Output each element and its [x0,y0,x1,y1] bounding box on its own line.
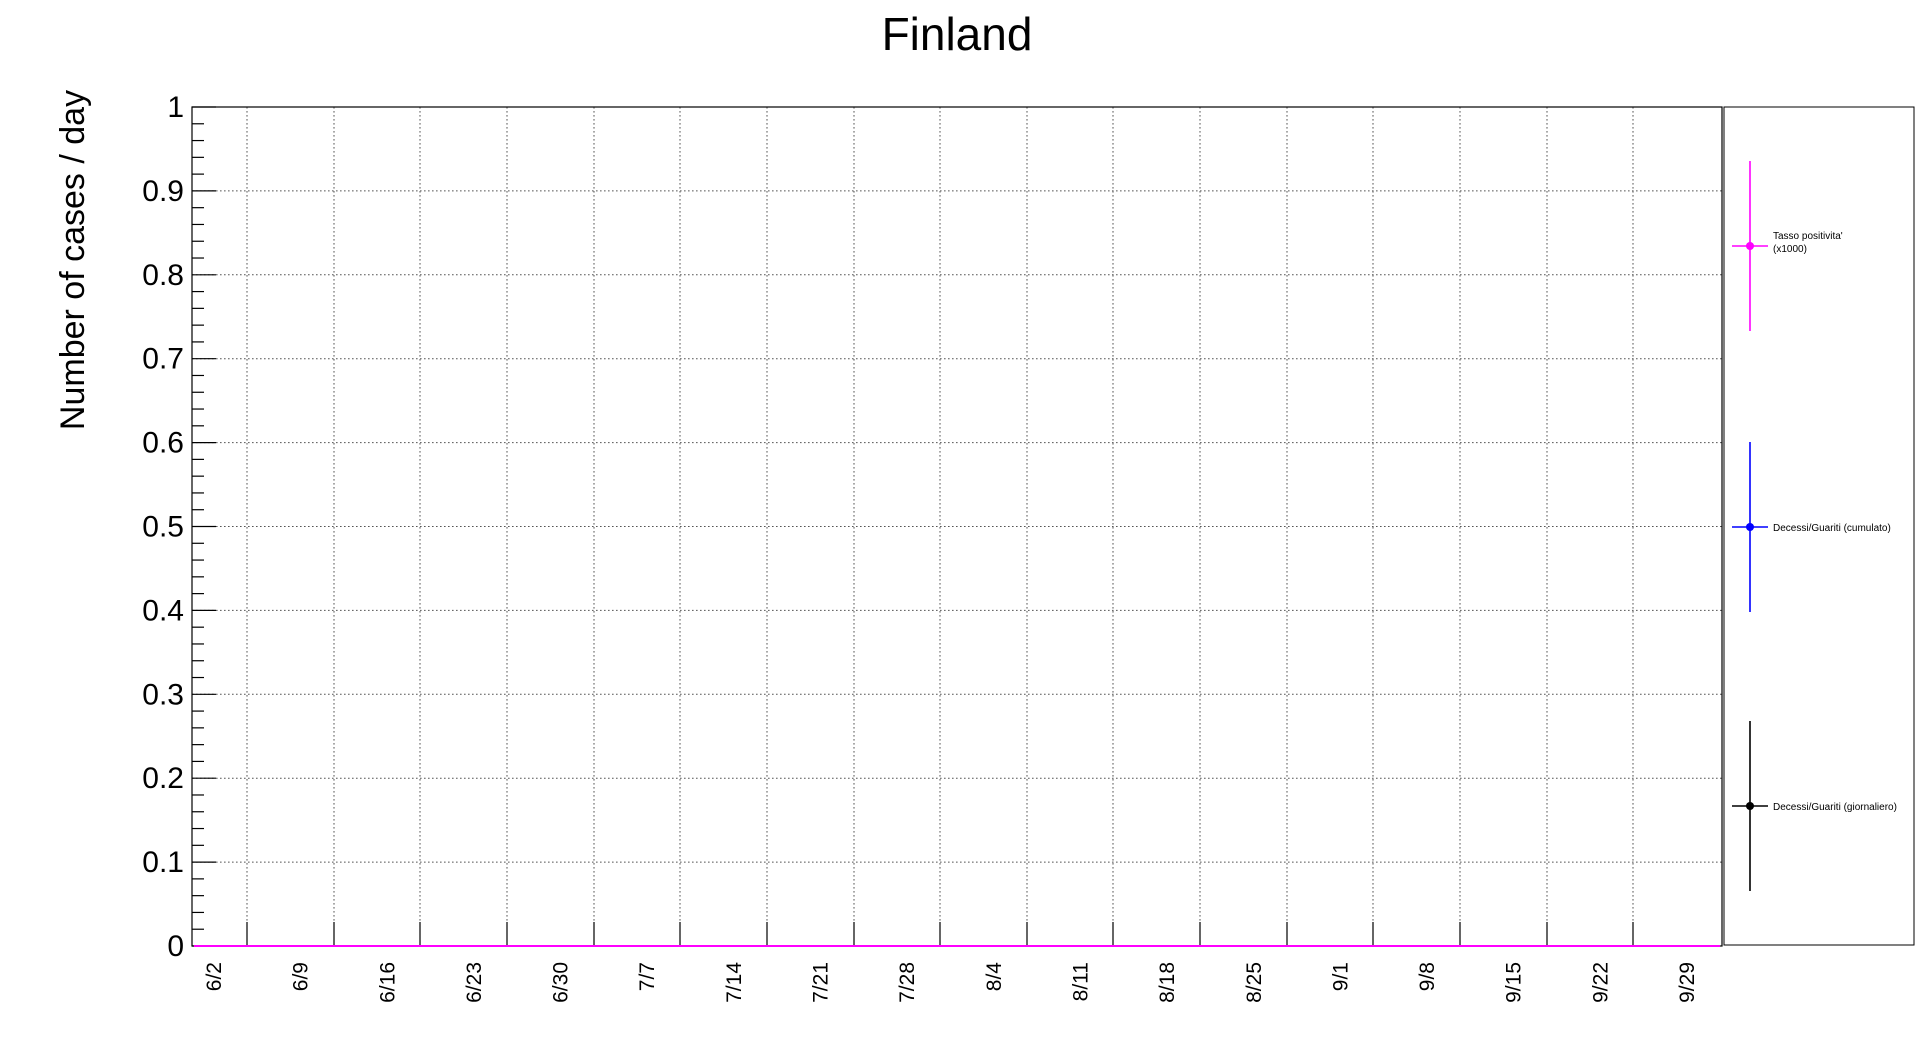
x-tick-label: 9/8 [1416,962,1439,991]
legend-entry: Decessi/Guariti (cumulato) [1732,442,1891,612]
legend-entry: Tasso positivita' (x1000) [1732,161,1843,331]
x-tick-label: 7/14 [723,962,746,1003]
x-tick-label: 9/29 [1676,962,1699,1003]
x-tick-label: 7/7 [636,962,659,991]
x-axis-ticks: 6/2 6/9 6/16 6/23 6/30 7/7 7/14 7/21 7/28 8/4 8/11… [203,922,1699,1003]
grid-lines [192,107,1722,946]
x-tick-label: 6/30 [550,962,573,1003]
y-tick-label: 0.8 [142,259,184,292]
y-tick-label: 0.5 [142,511,184,544]
legend-label: Tasso positivita' [1773,231,1843,242]
x-tick-label: 9/15 [1503,962,1526,1003]
legend: Tasso positivita' (x1000) Decessi/Guariti … [1732,161,1897,891]
x-tick-label: 9/22 [1589,962,1612,1003]
y-tick-label: 0.7 [142,343,184,376]
y-tick-label: 0.3 [142,678,184,711]
y-axis-label: Number of cases / day [54,90,92,430]
y-tick-label: 0.6 [142,427,184,460]
x-tick-label: 6/9 [290,962,313,991]
legend-label: Decessi/Guariti (giornaliero) [1773,802,1897,813]
x-tick-label: 7/21 [810,962,833,1003]
x-tick-label: 8/11 [1069,962,1092,1001]
x-tick-label: 6/2 [203,962,226,991]
y-axis-ticks: 0 0.1 0.2 0.3 0.4 0.5 0.6 0.7 0.8 0.9 1 [142,91,216,963]
y-tick-label: 0.9 [142,175,184,208]
legend-marker [1746,242,1754,250]
legend-label: (x1000) [1773,244,1807,255]
legend-marker [1746,802,1754,810]
x-tick-label: 8/18 [1156,962,1179,1003]
x-tick-label: 7/28 [896,962,919,1003]
legend-marker [1746,523,1754,531]
legend-label: Decessi/Guariti (cumulato) [1773,523,1891,534]
x-tick-label: 8/4 [983,962,1006,992]
x-tick-label: 6/16 [376,962,399,1003]
y-tick-label: 0.1 [142,846,184,879]
x-tick-label: 6/23 [463,962,486,1003]
chart-title: Finland [882,8,1033,60]
legend-entry: Decessi/Guariti (giornaliero) [1732,721,1897,891]
y-tick-label: 0 [167,930,184,963]
x-tick-label: 9/1 [1329,962,1352,991]
y-tick-label: 0.2 [142,762,184,795]
y-tick-label: 1 [167,91,184,124]
x-tick-label: 8/25 [1243,962,1266,1003]
y-tick-label: 0.4 [142,594,184,627]
